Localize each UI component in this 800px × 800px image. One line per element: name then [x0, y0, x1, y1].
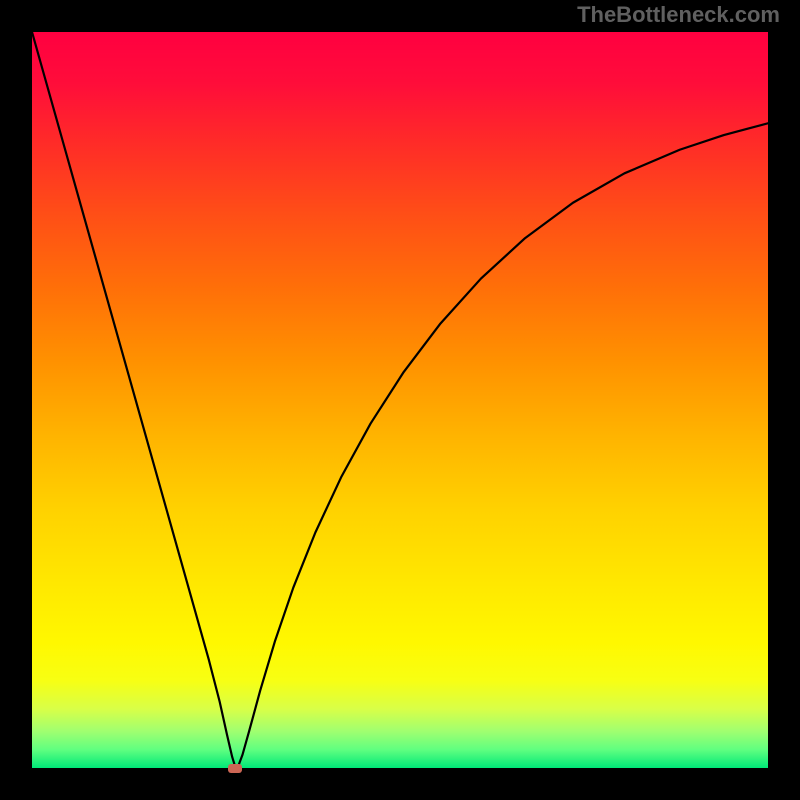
- optimum-marker: [228, 764, 242, 773]
- bottleneck-curve: [32, 32, 768, 767]
- plot-area: [32, 32, 768, 768]
- chart-container: TheBottleneck.com: [0, 0, 800, 800]
- curve-overlay: [32, 32, 768, 768]
- watermark-text: TheBottleneck.com: [577, 2, 780, 28]
